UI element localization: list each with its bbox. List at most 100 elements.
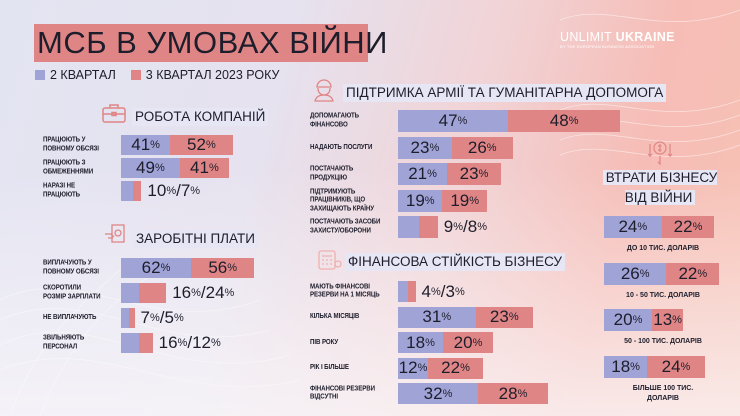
percent-sign: % [427,168,437,180]
percent-sign: % [672,314,682,326]
bar-row: КІЛЬКА МІСЯЦІВ 31% 23% [310,306,610,328]
bar-q2: 19% [398,189,443,212]
percent-sign: % [460,362,470,374]
percent-sign: % [442,387,453,400]
bar-q2 [398,216,420,238]
section-title-army: ПІДТРИМКА АРМІЇ ТА ГУМАНІТАРНА ДОПОМОГА [343,84,667,102]
bar-q2 [398,281,408,302]
combined-value-label: 10% / 7% [147,181,200,201]
bar-q2: 20% [604,309,652,331]
percent-sign: % [637,221,648,233]
section-title-work: РОБОТА КОМПАНІЙ [132,108,269,126]
bar-q3 [419,216,438,238]
combined-value-label: 9% / 8% [444,216,487,238]
row-label: НЕ ВИПЛАЧУЮТЬ [43,313,97,321]
row-label: МАЮТЬ ФІНАНСОВІ РЕЗЕРВИ НА 1 МІСЯЦЬ [310,283,380,299]
bar-q2: 41% [121,135,171,155]
bar-row: РІК І БІЛЬШЕ 12% 22% [310,357,610,379]
percent-sign: % [174,312,184,324]
q3-value: 23 [489,307,509,326]
percent-sign: % [429,141,440,154]
bar-q3 [128,308,135,328]
q3-value: 22 [673,217,693,236]
row-label: РІК І БІЛЬШЕ [310,363,349,371]
separator: / [440,281,446,301]
q3-value: 24 [661,356,681,376]
bar-row: ДО 10 ТИС. ДОЛАРІВ 24% 22% [604,216,740,252]
bar-q2: 32% [398,383,478,404]
percent-sign: % [632,314,643,326]
q2-value: 23 [410,137,430,157]
q3-value: 23 [459,164,479,183]
separator: / [176,181,181,200]
percent-sign: % [227,262,238,274]
q2-value: 18 [406,332,426,352]
legend-label-q2: 2 КВАРТАЛ [50,68,116,82]
percent-sign: % [177,337,188,349]
bar-row: НАДАЮТЬ ПОСЛУГИ 23% 26% [310,136,610,159]
bar-q3: 28% [478,383,548,404]
q2-value: 41 [131,135,151,154]
bar-q2 [121,333,140,353]
bar-row: ПОСТАЧАЮТЬ ЗАСОБИ ЗАХИСТУ/ОБОРОНИ 9% / 8% [310,216,610,238]
bar-q3: 22% [666,262,720,285]
bar-q3: 41% [179,158,229,178]
q2-value: 7 [140,308,151,327]
q2-value: 32 [423,383,443,403]
row-label: НАДАЮТЬ ПОСЛУГИ [310,143,373,151]
q2-value: 16 [172,283,192,302]
q3-value: 7 [180,181,191,200]
percent-sign: % [478,168,489,180]
bar-q3: 19% [442,189,487,212]
q2-value: 20 [613,310,633,329]
q2-value: 21 [408,164,428,183]
q2-value: 12 [398,358,418,377]
percent-sign: % [441,311,452,323]
briefcase-icon [102,104,126,123]
row-label: ПРАЦЮЮТЬ З ОБМЕЖЕННЯМИ [43,159,94,176]
bar-q3: 23% [447,163,501,185]
bar-q3: 56% [191,258,255,278]
row-label: 50 - 100 ТИС. ДОЛАРІВ [624,338,702,345]
bar-q2: 12% [398,357,428,379]
bar-q2: 24% [604,216,662,238]
q3-value: 56 [208,258,228,277]
bar-q3: 22% [661,216,715,238]
percent-sign: % [680,360,691,373]
bar-row: 10 - 50 ТИС. ДОЛАРІВ 26% 22% [604,262,740,299]
percent-sign: % [692,221,703,233]
percent-sign: % [424,194,435,207]
percent-sign: % [166,185,177,197]
bar-row: СКОРОТИЛИ РОЗМІР ЗАРПЛАТИ 16% / 24% [43,283,343,303]
percent-sign: % [477,221,487,233]
bar-q2 [121,181,133,201]
bar-row: ФІНАНСОВІ РЕЗЕРВИ ВІДСУТНІ 32% 28% [310,383,610,404]
row-label: СКОРОТИЛИ РОЗМІР ЗАРПЛАТИ [43,284,101,301]
calculator-icon [318,250,342,270]
bar-row: 50 - 100 ТИС. ДОЛАРІВ 20% 13% [604,309,740,345]
row-label: ПІВ РОКУ [310,338,339,346]
percent-sign: % [160,262,171,274]
soldier-icon [314,79,334,102]
bar-q3: 52% [170,135,233,155]
percent-sign: % [453,221,464,233]
percent-sign: % [568,115,579,127]
percent-sign: % [517,387,528,400]
q3-value: 12 [192,333,211,352]
percent-sign: % [469,194,480,207]
percent-sign: % [417,362,428,374]
bar-row: ПРАЦЮЮТЬ У ПОВНОМУ ОБСЯЗІ 41% 52% [43,135,343,155]
bar-row: БІЛЬШЕ 100 ТИС. ДОЛАРІВ 18% 24% [604,355,740,402]
bar-q3 [133,181,142,201]
bar-q3: 20% [443,332,493,353]
row-label: ПОСТАЧАЮТЬ ПРОДУКЦІЮ [310,165,354,182]
row-label: ПРАЦЮЮТЬ У ПОВНОМУ ОБСЯЗІ [43,136,99,153]
q2-value: 18 [611,356,631,376]
percent-sign: % [224,287,235,299]
percent-sign: % [697,267,708,280]
bar-q3: 26% [451,136,513,159]
q2-value: 16 [158,333,178,352]
bar-q2: 18% [604,355,648,378]
row-label: ДОПОМАГАЮТЬ ФІНАНСОВО [310,112,359,129]
percent-sign: % [457,115,468,127]
